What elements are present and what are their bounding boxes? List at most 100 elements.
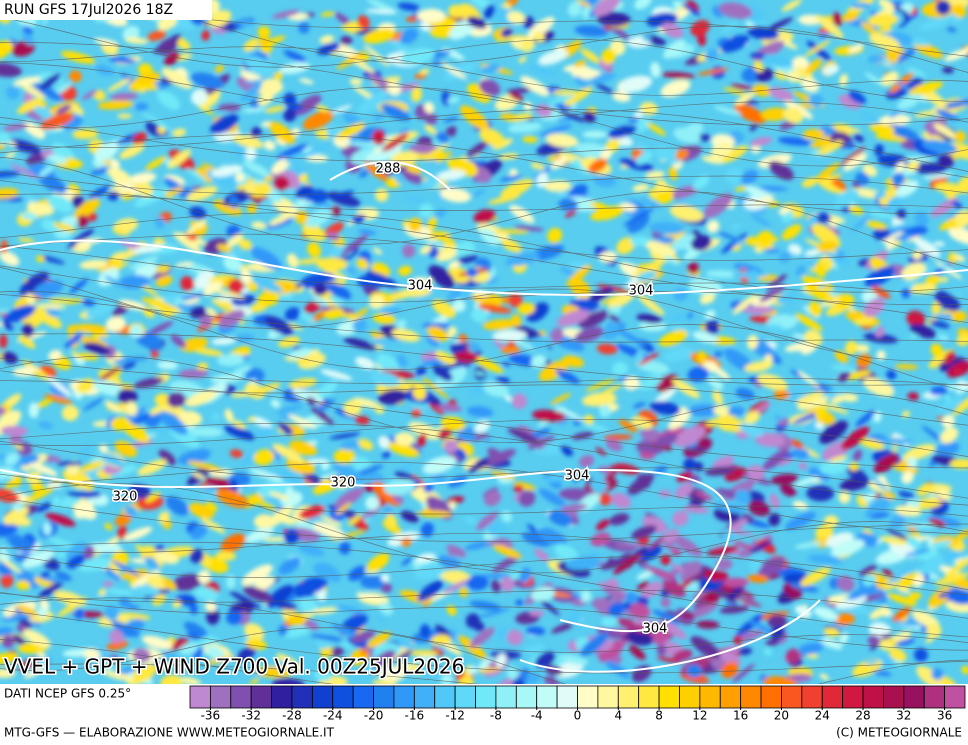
field-blob (747, 574, 769, 583)
field-blob (426, 216, 437, 232)
field-blob (864, 72, 884, 86)
field-blob (264, 105, 285, 113)
field-blob (132, 585, 161, 596)
field-blob (399, 590, 433, 605)
field-blob (243, 38, 260, 52)
field-blob (754, 611, 790, 620)
field-blob (833, 189, 860, 209)
field-blob (914, 238, 941, 258)
field-blob (482, 319, 518, 331)
field-blob (343, 337, 377, 350)
field-blob (501, 361, 511, 367)
field-blob (436, 169, 466, 181)
field-blob (930, 343, 943, 358)
field-blob (0, 573, 14, 588)
field-blob (156, 90, 181, 110)
field-blob (792, 448, 810, 459)
colorbar-swatch (883, 685, 905, 709)
field-blob (377, 666, 405, 682)
field-blob (668, 411, 691, 430)
field-blob (795, 265, 806, 277)
field-blob (272, 678, 305, 684)
run-header: RUN GFS 17Jul2026 18Z (4, 2, 173, 18)
colorbar-tick-label: -16 (405, 709, 425, 723)
field-blob (270, 389, 284, 399)
field-blob (95, 366, 122, 383)
field-blob (440, 62, 467, 80)
field-blob (865, 497, 891, 519)
field-blob (210, 114, 239, 135)
field-blob (226, 610, 243, 625)
field-blob (815, 422, 824, 430)
field-blob (334, 408, 357, 419)
colorbar: -36 -32 -28 -24 -20 -16 -12 -8 -4 0 4 8 12 16 20 24 28 32… (189, 685, 966, 723)
field-blob (765, 247, 780, 254)
field-blob (243, 147, 257, 161)
colorbar-swatch (393, 685, 415, 709)
field-blob (513, 485, 524, 493)
field-blob (730, 540, 758, 552)
field-blob (243, 585, 273, 603)
field-blob (639, 102, 658, 116)
field-blob (295, 258, 326, 265)
field-blob (934, 182, 965, 195)
field-blob (336, 50, 366, 70)
field-blob (640, 428, 662, 443)
field-blob (356, 258, 369, 270)
field-blob (830, 539, 865, 557)
field-blob (869, 33, 900, 51)
field-blob (740, 590, 755, 600)
field-blob (907, 591, 922, 601)
field-blob (776, 292, 797, 305)
colorbar-swatch (332, 685, 354, 709)
field-blob (599, 404, 611, 418)
field-blob (432, 364, 453, 382)
field-blob (245, 638, 268, 650)
field-blob (886, 124, 920, 140)
field-blob (142, 112, 173, 132)
field-blob (534, 652, 556, 668)
field-blob (128, 484, 151, 499)
field-blob (0, 520, 19, 537)
field-blob (633, 402, 646, 409)
field-blob (683, 247, 702, 261)
field-blob (886, 528, 908, 541)
colorbar-tick-label: -36 (201, 709, 221, 723)
field-blob (358, 229, 377, 236)
field-blob (147, 30, 167, 41)
field-blob (948, 227, 968, 245)
field-blob (823, 515, 839, 528)
field-blob (511, 393, 527, 409)
field-blob (578, 310, 608, 329)
field-blob (435, 351, 456, 365)
field-blob (177, 448, 211, 465)
field-blob (801, 177, 818, 188)
field-blob (211, 337, 236, 345)
field-blob (493, 544, 522, 559)
field-blob (477, 303, 512, 314)
field-blob (935, 441, 960, 457)
field-blob (839, 632, 849, 644)
field-blob (419, 68, 430, 75)
colorbar-swatch (638, 685, 660, 709)
field-blob (205, 501, 218, 512)
field-blob (379, 602, 394, 616)
colorbar-swatch (719, 685, 742, 709)
field-blob (543, 180, 572, 192)
field-blob (819, 420, 848, 445)
field-blob (531, 409, 566, 423)
field-blob (236, 645, 257, 663)
field-blob (904, 156, 933, 163)
field-blob (132, 664, 156, 683)
field-blob (757, 373, 788, 391)
field-blob (548, 93, 576, 105)
field-blob (783, 99, 813, 119)
field-blob (579, 454, 595, 468)
colorbar-tick-label: 0 (574, 709, 582, 723)
field-blob (568, 184, 588, 200)
field-blob (667, 185, 701, 200)
field-blob (670, 547, 682, 557)
field-blob (778, 207, 791, 215)
field-blob (431, 60, 445, 66)
field-blob (372, 129, 386, 146)
